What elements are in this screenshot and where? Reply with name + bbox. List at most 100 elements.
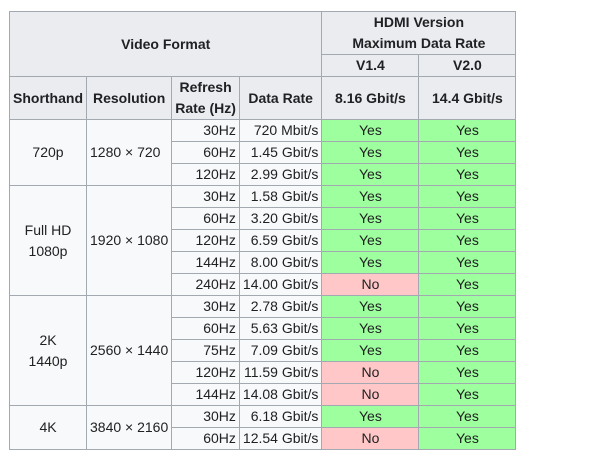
shorthand-header: Shorthand xyxy=(9,76,87,120)
resolution-cell: 3840 × 2160 xyxy=(85,405,173,450)
refresh-rate-cell: 30Hz xyxy=(171,119,240,142)
refresh-rate-header: Refresh Rate (Hz) xyxy=(171,76,240,120)
data-rate-cell: 2.99 Gbit/s xyxy=(238,163,323,186)
v14-header: V1.4 xyxy=(321,54,420,77)
refresh-rate-cell: 60Hz xyxy=(171,317,240,340)
refresh-rate-cell: 75Hz xyxy=(171,339,240,362)
refresh-rate-cell: 30Hz xyxy=(171,295,240,318)
v20-support-cell: Yes xyxy=(418,251,517,274)
header-row-1: Video Format HDMI Version Maximum Data R… xyxy=(8,11,517,77)
shorthand-cell: 720p xyxy=(9,119,87,186)
refresh-rate-cell: 60Hz xyxy=(171,427,240,450)
refresh-rate-cell: 60Hz xyxy=(171,207,240,230)
table-body: 720p 1280 × 720 30Hz 720 Mbit/s Yes Yes 60Hz 1.… xyxy=(9,119,517,450)
header-row-3: Shorthand Resolution Refresh Rate (Hz) D… xyxy=(9,76,517,120)
v20-support-cell: Yes xyxy=(418,427,517,450)
table-row: 60Hz 5.63 Gbit/s Yes Yes xyxy=(10,317,517,340)
data-rate-cell: 3.20 Gbit/s xyxy=(238,207,323,230)
table-row: 120Hz 6.59 Gbit/s Yes Yes xyxy=(10,229,517,252)
hdmi-version-header: HDMI Version Maximum Data Rate xyxy=(321,11,517,55)
v14-support-cell: No xyxy=(321,273,420,296)
header-row-2: V1.4 V2.0 xyxy=(10,54,517,77)
v14-support-cell: Yes xyxy=(321,229,420,252)
v20-support-cell: Yes xyxy=(418,229,517,252)
v14-support-cell: Yes xyxy=(321,119,420,142)
v20-support-cell: Yes xyxy=(418,383,517,406)
v20-support-cell: Yes xyxy=(418,339,517,362)
v20-support-cell: Yes xyxy=(418,273,517,296)
data-rate-cell: 5.63 Gbit/s xyxy=(238,317,323,340)
table-row: 240Hz 14.00 Gbit/s No Yes xyxy=(10,273,517,296)
table-row: 144Hz 8.00 Gbit/s Yes Yes xyxy=(10,251,517,274)
table-row: 60Hz 1.45 Gbit/s Yes Yes xyxy=(10,141,517,164)
shorthand-line: 720p xyxy=(32,144,64,160)
v14-support-cell: No xyxy=(321,361,420,384)
v20-support-cell: Yes xyxy=(418,141,517,164)
v20-max-rate-header: 14.4 Gbit/s xyxy=(418,76,517,120)
table-row: 120Hz 11.59 Gbit/s No Yes xyxy=(10,361,517,384)
v20-support-cell: Yes xyxy=(418,163,517,186)
refresh-label: Refresh xyxy=(179,79,232,95)
refresh-rate-cell: 120Hz xyxy=(171,361,240,384)
shorthand-line: 1080p xyxy=(28,242,68,259)
hdmi-data-rate-table: Video Format HDMI Version Maximum Data R… xyxy=(8,11,517,450)
table-row: 720p 1280 × 720 30Hz 720 Mbit/s Yes Yes xyxy=(9,119,517,186)
rate-hz-label: Rate (Hz) xyxy=(175,100,236,116)
refresh-rate-cell: 120Hz xyxy=(171,229,240,252)
refresh-rate-cell: 144Hz xyxy=(171,251,240,274)
v14-support-cell: Yes xyxy=(321,163,420,186)
v14-support-cell: Yes xyxy=(321,405,420,428)
shorthand-line: 4K xyxy=(39,419,57,435)
data-rate-cell: 6.18 Gbit/s xyxy=(238,405,323,428)
data-rate-cell: 14.00 Gbit/s xyxy=(238,273,323,296)
data-rate-cell: 1.58 Gbit/s xyxy=(238,185,323,208)
data-rate-cell: 7.09 Gbit/s xyxy=(238,339,323,362)
shorthand-line: 2K xyxy=(39,331,57,348)
hdmi-version-label: HDMI Version xyxy=(373,14,465,30)
table-row: Full HD 1080p 1920 × 1080 30Hz 1.58 Gbit/s Ye… xyxy=(9,185,517,296)
v14-support-cell: Yes xyxy=(321,185,420,208)
refresh-rate-cell: 30Hz xyxy=(171,405,240,428)
v14-support-cell: Yes xyxy=(321,207,420,230)
shorthand-line: 1440p xyxy=(28,352,68,369)
data-rate-cell: 12.54 Gbit/s xyxy=(238,427,323,450)
v20-support-cell: Yes xyxy=(418,317,517,340)
v14-support-cell: Yes xyxy=(321,317,420,340)
data-rate-cell: 14.08 Gbit/s xyxy=(238,383,323,406)
resolution-cell: 1920 × 1080 xyxy=(85,185,173,296)
resolution-header: Resolution xyxy=(85,76,173,120)
v20-header: V2.0 xyxy=(418,54,517,77)
max-data-rate-label: Maximum Data Rate xyxy=(352,35,486,51)
data-rate-cell: 1.45 Gbit/s xyxy=(238,141,323,164)
data-rate-cell: 6.59 Gbit/s xyxy=(238,229,323,252)
refresh-rate-cell: 60Hz xyxy=(171,141,240,164)
table-header: Video Format HDMI Version Maximum Data R… xyxy=(8,11,517,120)
v14-max-rate-header: 8.16 Gbit/s xyxy=(321,76,420,120)
v14-support-cell: No xyxy=(321,427,420,450)
v20-support-cell: Yes xyxy=(418,185,517,208)
table-row: 144Hz 14.08 Gbit/s No Yes xyxy=(10,383,517,406)
shorthand-cell: 4K xyxy=(9,405,87,450)
resolution-cell: 2560 × 1440 xyxy=(85,295,173,406)
v20-support-cell: Yes xyxy=(418,119,517,142)
data-rate-cell: 720 Mbit/s xyxy=(238,119,323,142)
v14-support-cell: Yes xyxy=(321,295,420,318)
table-row: 4K 3840 × 2160 30Hz 6.18 Gbit/s Yes Yes xyxy=(9,405,517,450)
shorthand-cell: 2K 1440p xyxy=(9,295,87,406)
refresh-rate-cell: 240Hz xyxy=(171,273,240,296)
v20-support-cell: Yes xyxy=(418,361,517,384)
table-row: 60Hz 12.54 Gbit/s No Yes xyxy=(10,427,517,450)
table-container: Video Format HDMI Version Maximum Data R… xyxy=(8,11,517,450)
v20-support-cell: Yes xyxy=(418,207,517,230)
v14-support-cell: Yes xyxy=(321,251,420,274)
refresh-rate-cell: 144Hz xyxy=(171,383,240,406)
v14-support-cell: Yes xyxy=(321,141,420,164)
data-rate-cell: 2.78 Gbit/s xyxy=(238,295,323,318)
resolution-cell: 1280 × 720 xyxy=(85,119,173,186)
shorthand-line: Full HD xyxy=(24,221,72,238)
v14-support-cell: No xyxy=(321,383,420,406)
table-row: 60Hz 3.20 Gbit/s Yes Yes xyxy=(10,207,517,230)
table-row: 2K 1440p 2560 × 1440 30Hz 2.78 Gbit/s Yes Yes xyxy=(9,295,517,406)
data-rate-cell: 11.59 Gbit/s xyxy=(238,361,323,384)
v20-support-cell: Yes xyxy=(418,295,517,318)
